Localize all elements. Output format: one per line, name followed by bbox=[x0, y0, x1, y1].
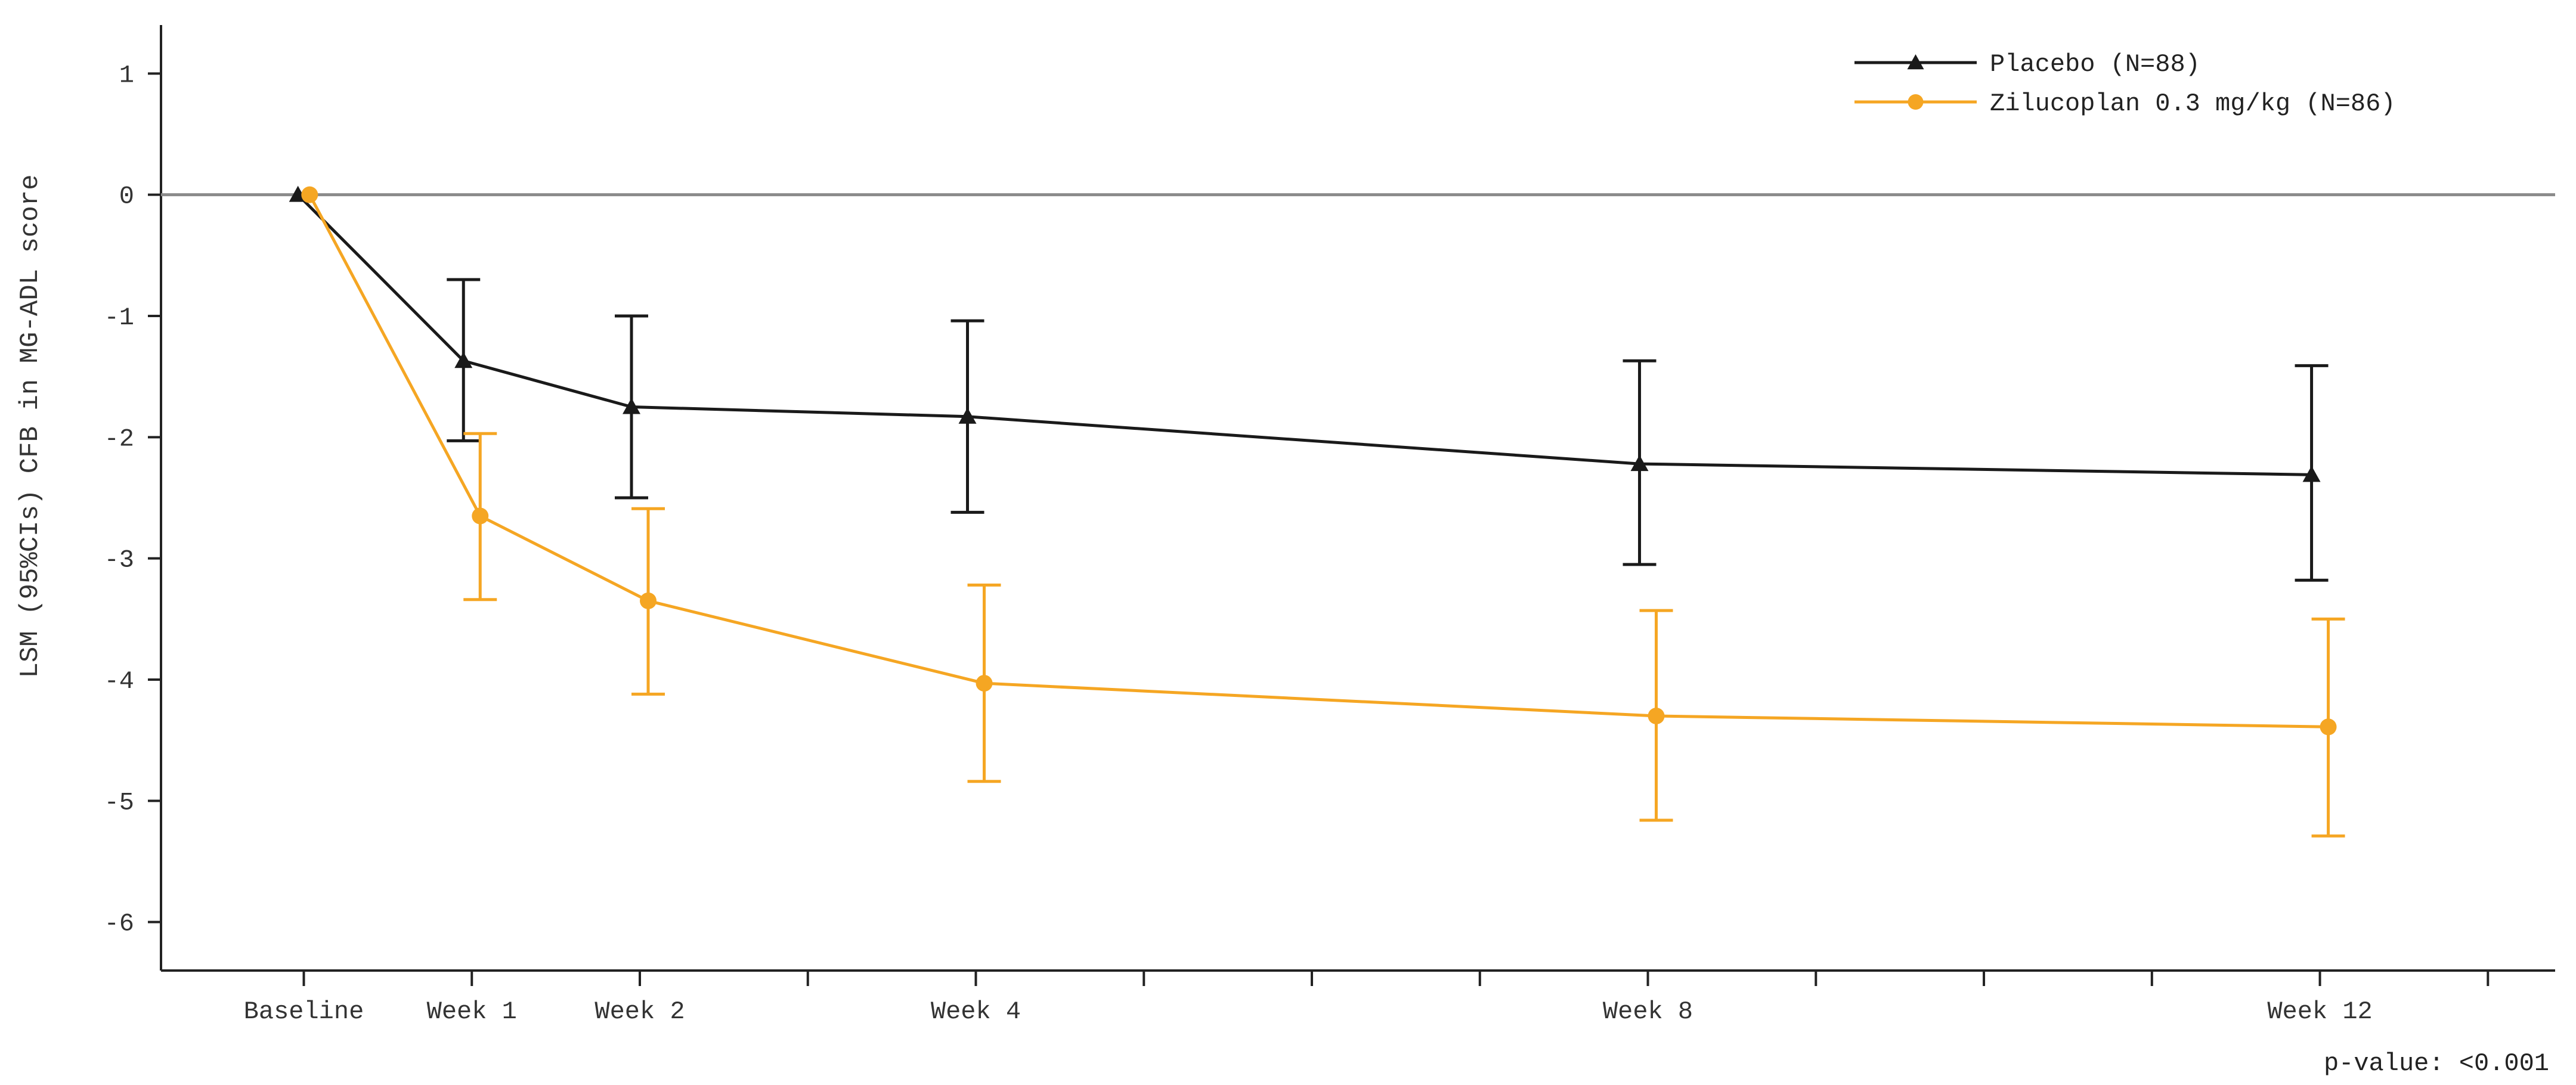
data-point-triangle bbox=[623, 398, 640, 414]
data-point-circle bbox=[301, 186, 318, 203]
y-tick-label: 0 bbox=[119, 182, 134, 211]
data-point-triangle bbox=[1630, 455, 1649, 472]
p-value-note: p-value: <0.001 bbox=[2324, 1049, 2549, 1078]
data-point-circle bbox=[1648, 708, 1665, 724]
y-tick-label: 1 bbox=[119, 61, 134, 89]
legend-item: Placebo (N=88) bbox=[1854, 50, 2200, 79]
data-point-circle bbox=[472, 507, 489, 525]
data-point-circle bbox=[640, 592, 657, 609]
data-point-triangle bbox=[454, 352, 473, 368]
x-tick-label: Baseline bbox=[244, 997, 364, 1026]
legend-label: Zilucoplan 0.3 mg/kg (N=86) bbox=[1990, 89, 2396, 118]
x-tick-label: Week 2 bbox=[595, 997, 685, 1026]
data-point-triangle bbox=[2302, 466, 2321, 482]
legend: Placebo (N=88) Zilucoplan 0.3 mg/kg (N=86… bbox=[1854, 50, 2396, 118]
y-tick-label: -3 bbox=[104, 546, 134, 575]
x-tick-label: Week 8 bbox=[1603, 997, 1693, 1026]
data-point-circle bbox=[976, 675, 993, 692]
series-zilucoplan bbox=[301, 186, 2345, 838]
x-tick-label: Week 12 bbox=[2267, 997, 2372, 1026]
x-tick-label: Week 1 bbox=[427, 997, 517, 1026]
y-tick-label: -4 bbox=[104, 667, 134, 696]
series-line bbox=[308, 194, 2329, 728]
legend-label: Placebo (N=88) bbox=[1990, 50, 2200, 79]
y-axis-title: LSM (95%CIs) CFB in MG-ADL score bbox=[16, 175, 45, 678]
y-tick-label: -5 bbox=[104, 788, 134, 817]
series-line bbox=[296, 193, 2312, 476]
y-tick-label: -6 bbox=[104, 910, 134, 938]
data-point-circle bbox=[2320, 718, 2337, 736]
axes: 1 0 -1 -2 -3 -4 -5 -6 Baseline Week 1 Week 2 Week 4… bbox=[104, 25, 2555, 1026]
legend-item: Zilucoplan 0.3 mg/kg (N=86) bbox=[1854, 89, 2396, 118]
y-tick-label: -1 bbox=[104, 303, 134, 332]
x-tick-label: Week 4 bbox=[931, 997, 1021, 1026]
y-tick-label: -2 bbox=[104, 424, 134, 453]
series-placebo bbox=[289, 185, 2329, 582]
legend-marker-circle bbox=[1908, 94, 1924, 110]
legend-marker-triangle bbox=[1907, 54, 1924, 70]
series-layer bbox=[289, 185, 2345, 838]
data-point-triangle bbox=[958, 407, 977, 424]
